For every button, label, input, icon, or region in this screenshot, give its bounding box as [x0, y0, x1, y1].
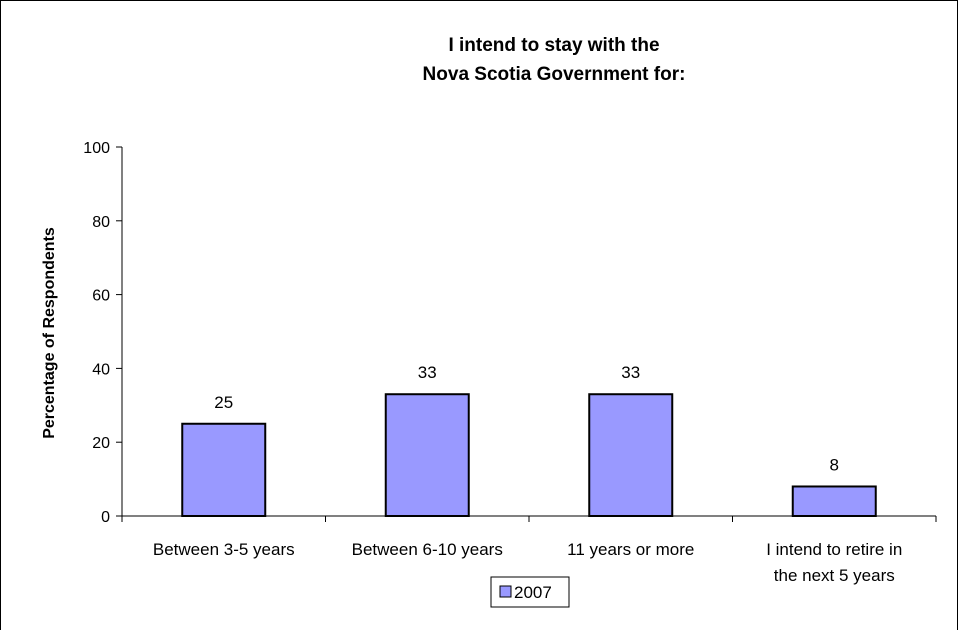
x-category-label: Between 3-5 years [153, 540, 295, 559]
x-category-label: I intend to retire in [766, 540, 902, 559]
chart-title: I intend to stay with the Nova Scotia Gov… [423, 35, 686, 85]
legend-swatch [499, 585, 512, 598]
chart-title-line: Nova Scotia Government for: [423, 64, 686, 85]
data-label: 25 [214, 393, 233, 412]
data-label: 33 [621, 363, 640, 382]
x-category-label: the next 5 years [774, 566, 895, 585]
legend-label: 2007 [514, 583, 552, 602]
y-tick-label: 60 [92, 288, 110, 305]
x-category-labels: Between 3-5 years Between 6-10 years 11 ye… [153, 540, 902, 585]
x-category-label: Between 6-10 years [352, 540, 503, 559]
chart-title-line: I intend to stay with the [448, 35, 659, 56]
bar [791, 485, 877, 518]
bar [181, 422, 267, 517]
data-label: 33 [418, 363, 437, 382]
y-axis-label: Percentage of Respondents [41, 227, 58, 439]
y-tick-label: 0 [101, 509, 110, 526]
legend: 2007 [490, 576, 570, 608]
y-tick-label: 40 [92, 361, 110, 378]
y-tick-labels: 0 20 40 60 80 100 [83, 140, 110, 526]
y-tick-label: 100 [83, 140, 110, 157]
bars: 25 33 33 8 [181, 363, 877, 518]
y-tick-label: 20 [92, 435, 110, 452]
bar [384, 393, 470, 518]
x-category-label: 11 years or more [567, 540, 694, 559]
bar [588, 393, 674, 518]
data-label: 8 [830, 455, 839, 474]
y-tick-label: 80 [92, 214, 110, 231]
